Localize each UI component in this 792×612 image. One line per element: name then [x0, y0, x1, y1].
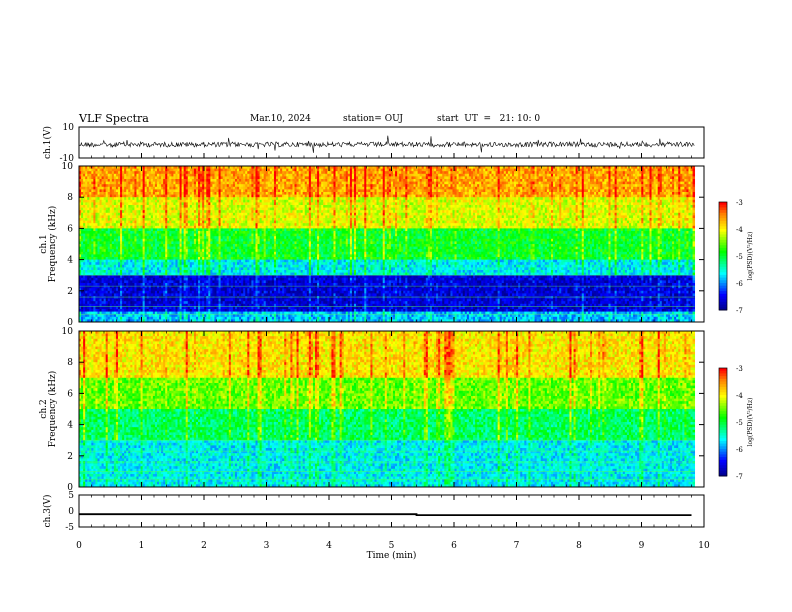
ch1-waveform-panel	[79, 136, 694, 153]
ch1-ylabel: ch.1(V)	[42, 126, 53, 159]
spectrogram-cell	[693, 176, 695, 179]
spectrogram-cell	[693, 184, 695, 187]
spectrogram-cell	[693, 200, 695, 203]
spectrogram-cell	[693, 187, 695, 190]
spectrogram-cell	[693, 197, 695, 200]
spectrogram-cell	[693, 205, 695, 208]
ch1-waveform-line	[79, 136, 694, 153]
spectrogram-cell	[693, 192, 695, 195]
spectrogram-cell	[693, 169, 695, 172]
spectrogram-cell	[693, 195, 695, 198]
spectrogram-cell	[693, 202, 695, 205]
spectrogram-cell	[693, 171, 695, 174]
spectrogram-cell	[693, 179, 695, 182]
spectrogram-cell	[693, 174, 695, 177]
spectrogram-cell	[693, 189, 695, 192]
ch1-spectrogram	[79, 166, 695, 322]
ch1-ytick-label: 10	[63, 123, 75, 133]
spectrogram-cell	[693, 182, 695, 185]
